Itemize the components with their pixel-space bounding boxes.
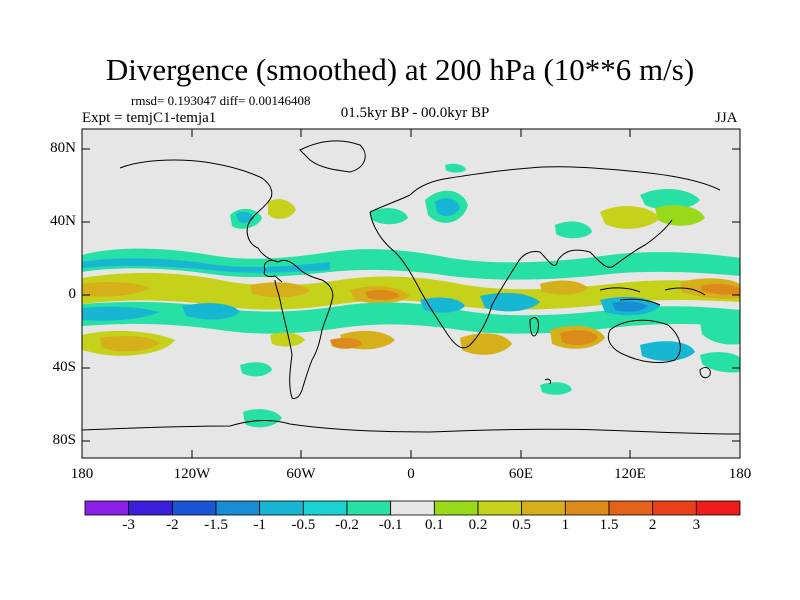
colorbar-swatch <box>215 500 261 516</box>
lon-tick-label: 180 <box>728 466 752 482</box>
lat-tick-label: 0 <box>68 286 77 302</box>
chart-title: Divergence (smoothed) at 200 hPa (10**6 … <box>105 52 695 87</box>
lon-tick-label: 180 <box>70 466 94 482</box>
lon-tick-label: 60E <box>508 466 534 482</box>
colorbar-label: 0.2 <box>468 517 488 533</box>
period-label: 01.5kyr BP - 00.0kyr BP <box>340 105 490 121</box>
colorbar-swatch <box>564 500 610 516</box>
colorbar-label: -0.1 <box>378 517 403 533</box>
lon-tick-label: 120W <box>173 466 211 482</box>
coastlines <box>82 140 740 435</box>
lat-tick-label: 80S <box>52 432 76 448</box>
lon-tick-label: 60W <box>286 466 316 482</box>
colorbar-label: 1 <box>561 517 570 533</box>
colorbar-swatch <box>608 500 654 516</box>
season-label: JJA <box>715 110 738 126</box>
colorbar-label: -1.5 <box>204 517 228 533</box>
colorbar-label: 3 <box>692 517 701 533</box>
colorbar-swatch <box>84 500 130 516</box>
colorbar-swatch <box>302 500 348 516</box>
colorbar-label: -1 <box>253 517 266 533</box>
colorbar-swatch <box>521 500 566 516</box>
colorbar-swatch <box>695 500 741 516</box>
colorbar-swatch <box>433 500 479 516</box>
colorbar-label: 0.1 <box>424 517 444 533</box>
colorbar-swatch <box>652 500 697 516</box>
experiment-label: Expt = temjC1-temja1 <box>82 110 217 126</box>
colorbar-label: -3 <box>122 517 135 533</box>
lon-tick-label: 120E <box>614 466 646 482</box>
colorbar-swatch <box>171 500 217 516</box>
colorbar <box>84 500 741 516</box>
divergence-field <box>82 163 740 428</box>
colorbar-swatch <box>390 500 435 516</box>
colorbar-label: -0.5 <box>291 517 316 533</box>
lat-tick-label: 80N <box>50 140 76 156</box>
lat-tick-label: 40N <box>50 213 76 229</box>
colorbar-swatch <box>477 500 523 516</box>
lat-tick-label: 40S <box>52 359 76 375</box>
colorbar-label: 2 <box>648 517 657 533</box>
lon-tick-label: 0 <box>407 466 415 482</box>
colorbar-label: -0.2 <box>335 517 359 533</box>
colorbar-swatch <box>128 500 173 516</box>
colorbar-label: 1.5 <box>599 517 619 533</box>
stats-text: rmsd= 0.193047 diff= 0.00146408 <box>131 93 311 108</box>
colorbar-label: 0.5 <box>512 517 532 533</box>
colorbar-swatch <box>346 500 392 516</box>
colorbar-swatch <box>259 500 304 516</box>
colorbar-label: -2 <box>166 517 179 533</box>
axis-ticks <box>81 129 741 458</box>
